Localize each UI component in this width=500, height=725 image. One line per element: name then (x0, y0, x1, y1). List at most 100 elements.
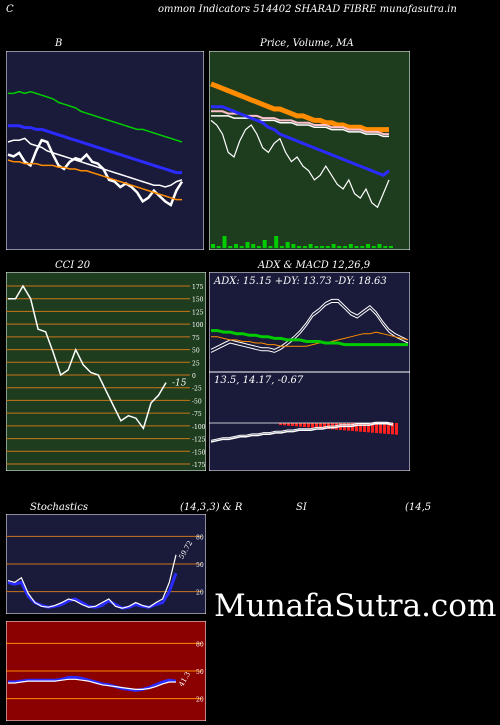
macd-histogram-bar (283, 423, 286, 426)
volume-bar (285, 242, 290, 248)
cci-bg (6, 272, 206, 471)
volume-bar (297, 246, 302, 248)
volume-bar (325, 246, 330, 248)
volume-bar (211, 244, 215, 248)
macd-histogram-bar (355, 423, 358, 432)
cci-tick-label: -75 (192, 411, 202, 418)
volume-bar (251, 244, 256, 248)
price-series-line (211, 115, 389, 138)
macd-histogram-bar (303, 423, 306, 427)
macd-histogram-bar (295, 423, 298, 427)
cci-title: CCI 20 (55, 260, 91, 271)
macd-histogram-bar (363, 423, 366, 432)
macd-histogram-bar (391, 423, 394, 435)
b-series-line (7, 137, 183, 188)
adx-panel: ADX: 15.15 +DY: 13.73 -DY: 18.63 13.5, 1… (209, 272, 410, 471)
volume-bar (279, 246, 284, 248)
cci-tick-label: -125 (192, 437, 206, 444)
cci-tick-label: 100 (192, 322, 204, 329)
si-tick-label: 50 (196, 669, 204, 676)
macd-histogram-bar (323, 423, 326, 429)
volume-bar (262, 240, 267, 248)
si-title: SI (296, 502, 307, 513)
volume-bar (245, 242, 250, 248)
stoch-params: (14,3,3) & R (180, 502, 243, 513)
cci-tick-label: 25 (192, 360, 200, 367)
volume-bar (308, 244, 313, 248)
macd-histogram-bar (359, 423, 362, 432)
cci-tick-label: -100 (192, 424, 206, 431)
volume-bar (274, 236, 279, 248)
cci-tick-label: -150 (192, 449, 206, 456)
volume-bar (366, 244, 370, 248)
adx-label: ADX: 15.15 +DY: 13.73 -DY: 18.63 (213, 276, 387, 287)
si-tick-label: 20 (196, 697, 204, 704)
price-title: Price, Volume, MA (260, 38, 354, 49)
volume-bar (228, 246, 233, 248)
price-series-line (211, 105, 390, 178)
stoch-tick-label: 50 (196, 562, 204, 569)
cci-tick-label: 50 (192, 348, 200, 355)
volume-bar (216, 246, 221, 248)
cci-tick-label: -50 (192, 398, 202, 405)
volume-bar (268, 246, 273, 248)
volume-bar (291, 244, 296, 248)
volume-bar (383, 246, 388, 248)
price-panel (209, 51, 410, 250)
adx-line (210, 298, 409, 350)
cci-tick-label: -175 (192, 462, 206, 469)
b-series-line (8, 124, 182, 175)
b-series-line (8, 90, 183, 143)
volume-bar (377, 244, 382, 248)
mdi-line (211, 329, 408, 347)
macd-histogram-bar (287, 423, 290, 426)
cci-tick-label: -25 (192, 386, 202, 393)
volume-bar (348, 244, 353, 248)
header-title: ommon Indicators 514402 SHARAD FIBRE mun… (158, 4, 457, 15)
macd-signal-line (210, 421, 394, 441)
macd-histogram-bar (299, 423, 302, 427)
volume-bar (337, 246, 342, 248)
macd-histogram-bar (279, 423, 282, 425)
header-left-letter: C (6, 4, 14, 15)
macd-histogram-bar (315, 423, 318, 428)
stoch-tick-label: 20 (196, 590, 204, 597)
volume-bar (302, 246, 307, 248)
stoch-tick-label: 80 (196, 534, 204, 541)
watermark: MunafaSutra.com (214, 588, 497, 624)
b-title: B (55, 38, 63, 49)
volume-bar (239, 246, 244, 248)
cci-panel: 175 150 125 100 75 50 25 0 -25 -50 -75 -100 -125 -150… (6, 272, 206, 471)
cci-tick-label: 75 (192, 335, 200, 342)
stoch-line-d (7, 554, 177, 609)
cci-tick-label: 175 (192, 284, 204, 291)
cci-line (8, 284, 167, 431)
macd-histogram-bar (335, 423, 338, 430)
price-bg (209, 51, 410, 250)
cci-tick-label: 0 (192, 373, 196, 380)
macd-histogram-bar (367, 423, 370, 433)
volume-bar (314, 246, 319, 248)
si-params: (14,5 (405, 502, 432, 513)
adx-line (210, 302, 409, 353)
si-tick-label: 80 (196, 641, 204, 648)
volume-bar (360, 246, 365, 248)
volume-bar (343, 246, 348, 248)
volume-bar (234, 244, 238, 248)
macd-histogram-bar (307, 423, 310, 428)
pdi-line (211, 331, 409, 347)
volume-bar (222, 236, 227, 248)
volume-bar (256, 246, 261, 248)
b-series-line (7, 159, 182, 201)
cci-last-value: -15 (172, 379, 187, 389)
macd-histogram-bar (311, 423, 314, 428)
macd-histogram-bar (319, 423, 322, 429)
macd-histogram-bar (383, 423, 386, 434)
si-line-d (8, 678, 176, 691)
price-series-line (210, 81, 389, 133)
macd-histogram-bar (379, 423, 382, 434)
b-panel (6, 51, 204, 250)
macd-histogram-bar (375, 423, 378, 433)
